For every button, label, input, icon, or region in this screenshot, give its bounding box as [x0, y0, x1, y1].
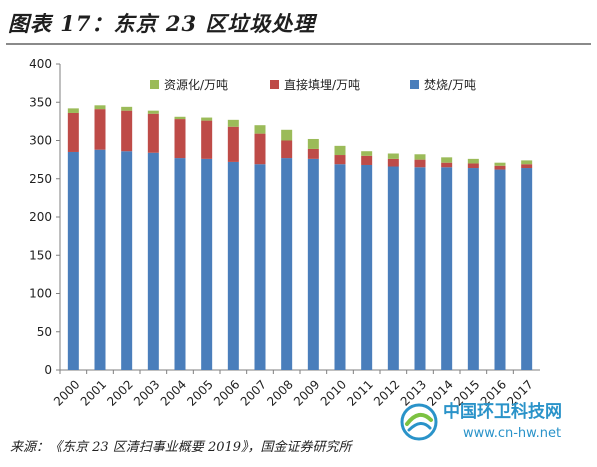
bar-2010-resource	[334, 145, 346, 156]
bar-2006-landfill	[227, 126, 239, 162]
y-tick-label: 350	[29, 95, 52, 109]
watermark: 中国环卫科技网 www.cn-hw.net	[393, 398, 593, 450]
bar-2005-landfill	[201, 120, 213, 159]
source-note: 来源：《东京 23 区清扫事业概要 2019》，国金证券研究所	[10, 440, 352, 455]
y-tick-label: 300	[29, 134, 52, 148]
bar-2011-landfill	[361, 155, 373, 165]
x-tick-label: 2010	[318, 377, 349, 408]
bar-2005-resource	[201, 117, 213, 121]
watermark-site-url: www.cn-hw.net	[463, 426, 562, 441]
bar-2009-landfill	[307, 148, 319, 159]
legend-swatch-landfill	[270, 80, 279, 89]
bar-2001-resource	[94, 105, 106, 110]
bar-2012-incineration	[387, 166, 399, 370]
legend-label-resource: 资源化/万吨	[164, 78, 228, 92]
chart-legend: 资源化/万吨 直接填埋/万吨 焚烧/万吨	[150, 77, 476, 92]
legend-label-incineration: 焚烧/万吨	[424, 78, 476, 92]
x-tick-label: 2003	[131, 377, 162, 408]
bar-2013-incineration	[414, 167, 426, 370]
bar-2014-landfill	[441, 162, 453, 168]
y-tick-label: 400	[29, 57, 52, 71]
bar-2012-landfill	[387, 158, 399, 167]
bar-2015-landfill	[467, 163, 479, 169]
y-tick-label: 0	[44, 363, 52, 377]
bar-2002-incineration	[121, 151, 133, 370]
bar-2007-landfill	[254, 133, 266, 165]
bar-2015-resource	[467, 158, 479, 164]
y-tick-label: 150	[29, 248, 52, 262]
bar-2008-incineration	[281, 158, 293, 370]
x-tick-label: 2005	[184, 377, 215, 408]
bar-2003-landfill	[147, 113, 159, 153]
x-tick-label: 2011	[344, 377, 375, 408]
bar-2001-incineration	[94, 149, 106, 370]
bar-2011-incineration	[361, 164, 373, 370]
bar-2016-resource	[494, 162, 506, 166]
bar-2017-landfill	[521, 164, 533, 169]
legend-swatch-resource	[150, 80, 159, 89]
y-tick-label: 50	[37, 325, 52, 339]
bar-2010-incineration	[334, 164, 346, 370]
bar-2006-resource	[227, 119, 239, 127]
y-tick-label: 100	[29, 287, 52, 301]
bar-2014-resource	[441, 157, 453, 163]
bar-2000-incineration	[67, 151, 79, 370]
y-tick-label: 250	[29, 172, 52, 186]
bar-2002-landfill	[121, 110, 133, 152]
bar-2008-resource	[281, 129, 293, 141]
bar-2002-resource	[121, 106, 133, 111]
chart-bars	[67, 105, 533, 370]
bar-2015-incineration	[467, 168, 479, 370]
bar-2000-landfill	[67, 112, 79, 152]
bar-2004-landfill	[174, 119, 186, 159]
legend-label-landfill: 直接填埋/万吨	[284, 77, 360, 92]
watermark-logo-icon	[400, 403, 438, 441]
x-tick-label: 2002	[104, 377, 135, 408]
bar-2001-landfill	[94, 109, 106, 150]
figure-title: 图表 17：东京 23 区垃圾处理	[8, 11, 316, 36]
bar-2011-resource	[361, 151, 373, 156]
bar-2013-resource	[414, 154, 426, 160]
watermark-site-name: 中国环卫科技网	[443, 402, 562, 422]
bar-2004-incineration	[174, 158, 186, 370]
bar-2000-resource	[67, 108, 79, 113]
bar-2003-incineration	[147, 152, 159, 370]
x-tick-label: 2007	[238, 377, 269, 408]
bar-2007-incineration	[254, 164, 266, 370]
x-tick-label: 2004	[158, 377, 189, 408]
bar-2009-resource	[307, 138, 319, 149]
bar-2005-incineration	[201, 158, 213, 370]
x-tick-label: 2009	[291, 377, 322, 408]
bar-2017-incineration	[521, 168, 533, 370]
bar-2004-resource	[174, 116, 186, 120]
x-tick-label: 2006	[211, 377, 242, 408]
bar-2007-resource	[254, 125, 266, 134]
bar-2010-landfill	[334, 155, 346, 165]
bar-2016-incineration	[494, 169, 506, 370]
bar-2006-incineration	[227, 161, 239, 370]
bar-2013-landfill	[414, 159, 426, 168]
bar-2016-landfill	[494, 165, 506, 170]
legend-swatch-incineration	[410, 80, 419, 89]
y-tick-label: 200	[29, 210, 52, 224]
bar-2012-resource	[387, 153, 399, 159]
bar-2017-resource	[521, 160, 533, 165]
bar-2014-incineration	[441, 167, 453, 370]
bar-2003-resource	[147, 110, 159, 114]
title-divider	[6, 43, 591, 45]
bar-2009-incineration	[307, 158, 319, 370]
bar-2008-landfill	[281, 140, 293, 159]
x-tick-label: 2001	[78, 377, 109, 408]
x-tick-label: 2008	[264, 377, 295, 408]
x-tick-label: 2000	[51, 377, 82, 408]
